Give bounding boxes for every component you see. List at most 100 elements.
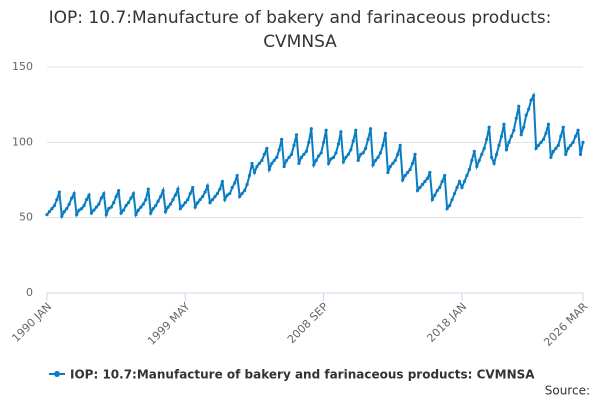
point [265,146,269,150]
point [438,185,442,190]
point [561,125,565,129]
point [423,179,427,184]
point [220,179,224,184]
point [430,197,434,202]
point [366,137,370,141]
point [250,161,254,166]
point [401,178,405,182]
point [317,154,321,158]
point [490,155,494,159]
point [448,204,452,208]
point [450,197,454,202]
x-tick-label: 1990 JAN [9,300,54,345]
point [457,179,462,184]
point [507,140,511,144]
point [371,163,375,167]
point [104,213,108,217]
point [102,191,106,196]
y-tick-label: 150 [12,60,33,73]
point [45,213,49,217]
point [433,193,437,197]
point [198,197,202,202]
point [235,173,239,178]
point [418,185,422,190]
point [262,152,266,156]
point [386,170,390,175]
point [539,140,543,144]
point [415,188,420,193]
point [519,133,523,137]
point [428,170,432,175]
point [381,143,385,147]
point [494,152,499,156]
point [255,164,259,169]
point [210,197,215,202]
point [109,205,113,209]
point [270,161,274,166]
point [566,146,570,150]
point [134,213,138,217]
point [497,143,501,147]
point [549,155,553,159]
point [546,122,551,126]
point [213,194,217,199]
point [410,161,415,166]
point [92,208,96,212]
point [154,204,158,208]
point [144,197,148,202]
point [556,143,560,147]
point [319,151,323,155]
legend-label: IOP: 10.7:Manufacture of bakery and fari… [70,368,535,382]
point [356,158,360,163]
point [504,148,509,152]
point [403,173,407,178]
point [485,137,489,141]
point [391,161,395,166]
point [388,164,392,169]
point [534,146,538,150]
point [294,133,299,137]
point [57,190,61,194]
point [55,197,59,202]
point [238,194,242,199]
point [230,185,234,190]
point [163,210,168,214]
point [203,190,207,194]
point [322,140,326,144]
point [243,188,247,193]
point [178,207,182,211]
point [89,211,94,215]
point [326,161,331,166]
point [312,163,316,167]
point [166,205,170,209]
source: Source: [545,384,590,398]
point [168,202,173,206]
point [309,127,313,131]
point [559,134,563,138]
point [280,137,284,141]
point [99,196,103,200]
point [581,140,585,144]
point [52,204,57,208]
point [289,152,294,156]
y-tick-label: 100 [12,135,33,148]
point [351,139,355,143]
point [196,201,200,205]
point [502,122,506,126]
point [393,158,397,163]
point [228,191,232,196]
point [292,143,296,147]
point [141,202,145,206]
point [482,146,486,150]
point [223,197,227,202]
point [329,157,333,161]
point [339,130,343,134]
point [218,187,222,191]
point [77,208,81,212]
point [455,185,459,190]
point [472,149,476,153]
point [302,152,306,156]
x-tick-label: 2018 JAN [424,300,469,345]
point [181,204,185,208]
